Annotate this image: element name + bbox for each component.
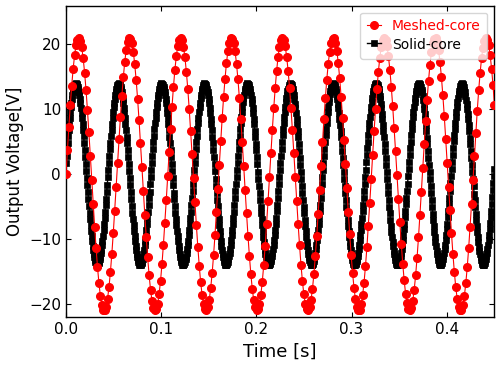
Line: Meshed-core: Meshed-core <box>62 34 498 314</box>
Y-axis label: Output Voltage[V]: Output Voltage[V] <box>6 87 24 236</box>
Meshed-core <box>492 103 498 107</box>
Meshed-core <box>326 49 332 54</box>
Meshed-core <box>318 164 324 168</box>
Solid-core <box>388 224 394 228</box>
Meshed-core <box>407 308 413 313</box>
Solid-core <box>63 161 69 165</box>
Solid-core <box>323 127 329 131</box>
Solid-core <box>432 235 438 239</box>
Solid-core <box>492 167 498 171</box>
Meshed-core <box>64 148 70 153</box>
Solid-core <box>336 111 342 116</box>
Solid-core <box>89 239 95 243</box>
Solid-core <box>458 81 464 86</box>
Meshed-core <box>427 63 433 67</box>
X-axis label: Time [s]: Time [s] <box>244 343 317 361</box>
Meshed-core <box>280 36 285 40</box>
Meshed-core <box>320 140 326 145</box>
Solid-core <box>312 254 318 258</box>
Solid-core <box>480 263 486 267</box>
Legend: Meshed-core, Solid-core: Meshed-core, Solid-core <box>360 12 488 59</box>
Line: Solid-core: Solid-core <box>63 80 498 268</box>
Meshed-core <box>63 172 69 176</box>
Meshed-core <box>454 296 460 301</box>
